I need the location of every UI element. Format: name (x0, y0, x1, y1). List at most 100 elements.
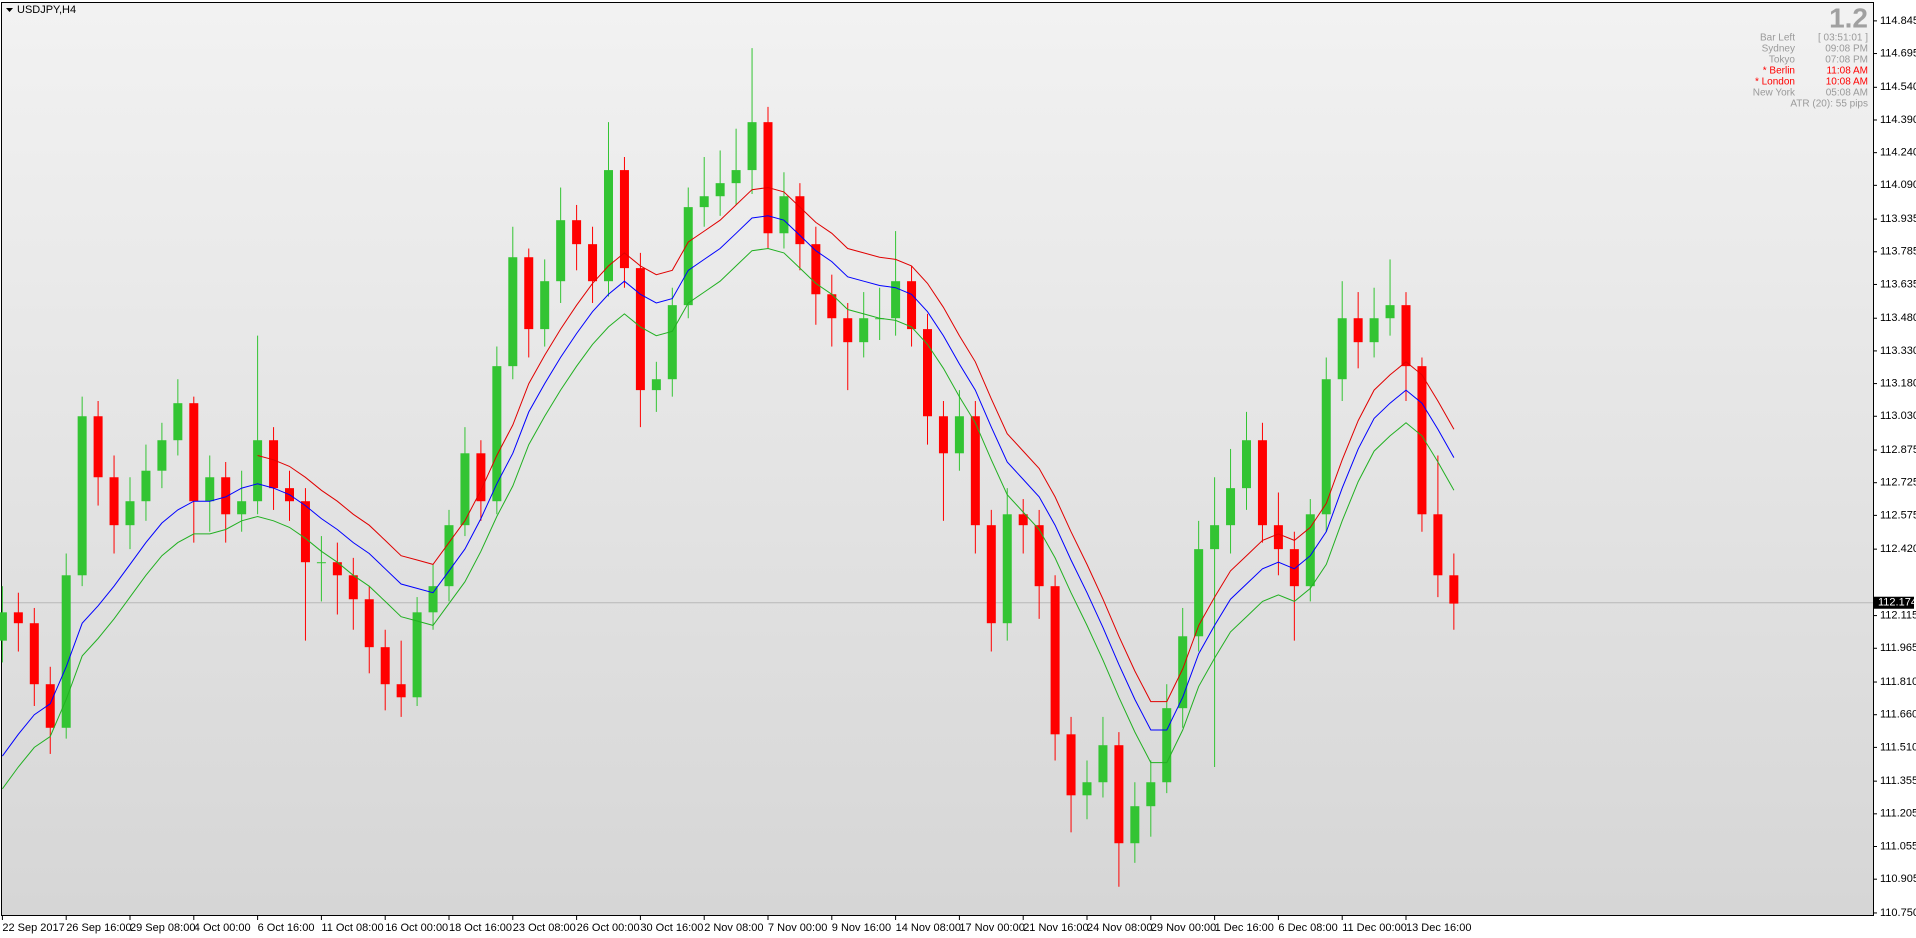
info-row-label: Sydney (1762, 44, 1795, 55)
candle-body (1273, 525, 1283, 550)
candle-body (253, 440, 263, 502)
symbol-title: USDJPY,H4 (17, 4, 76, 16)
y-tick-label: 111.055 (1880, 840, 1916, 852)
candle-body (795, 196, 805, 245)
x-tick-label: 21 Nov 16:00 (1023, 922, 1088, 934)
candle-body (93, 416, 103, 478)
candle-body (859, 318, 869, 343)
y-tick-label: 110.750 (1880, 907, 1916, 919)
x-tick-label: 16 Oct 00:00 (385, 922, 448, 934)
y-tick-label: 112.875 (1880, 444, 1916, 456)
info-row-label: Tokyo (1769, 55, 1796, 66)
y-tick-label: 111.660 (1880, 709, 1916, 721)
info-row-value: 05:08 AM (1826, 88, 1868, 99)
x-tick-label: 26 Oct 00:00 (577, 922, 640, 934)
candle-body (316, 562, 326, 564)
candle-body (61, 575, 71, 728)
candle-body (683, 207, 693, 306)
indicator-line (257, 186, 1455, 703)
x-tick-label: 11 Oct 08:00 (321, 922, 383, 934)
candle-body (45, 684, 55, 728)
candle-body (29, 623, 39, 685)
candle-body (651, 379, 661, 391)
x-tick-label: 30 Oct 16:00 (640, 922, 703, 934)
plot-area (1, 2, 1874, 916)
candle-body (348, 575, 358, 600)
y-tick-label: 112.575 (1880, 509, 1916, 521)
info-row-value: 10:08 AM (1826, 77, 1868, 88)
candle-body (364, 599, 374, 648)
candle-body (779, 196, 789, 234)
candle-body (1242, 440, 1251, 489)
x-tick-label: 9 Nov 16:00 (832, 922, 891, 934)
candle-body (0, 612, 7, 641)
candle-body (1369, 318, 1379, 343)
symbol-menu-icon[interactable] (6, 8, 13, 12)
info-row-label: Bar Left (1760, 33, 1795, 44)
y-tick-label: 114.090 (1880, 179, 1916, 191)
candle-body (556, 220, 566, 282)
candle-body (460, 453, 470, 526)
candle-body (492, 366, 502, 502)
candle-body (1449, 575, 1459, 604)
y-tick-label: 113.635 (1880, 278, 1916, 290)
candle-body (1050, 586, 1060, 735)
candle-body (1353, 318, 1363, 343)
x-tick-label: 24 Nov 08:00 (1087, 922, 1152, 934)
x-tick-label: 23 Oct 08:00 (513, 922, 576, 934)
candle-body (1162, 708, 1172, 783)
x-tick-label: 13 Dec 16:00 (1406, 922, 1471, 934)
x-tick-label: 4 Oct 00:00 (194, 922, 251, 934)
candle-body (1066, 734, 1076, 796)
candle-body (1082, 782, 1092, 796)
y-tick-label: 113.785 (1880, 246, 1916, 258)
x-tick-label: 29 Nov 00:00 (1151, 922, 1216, 934)
x-tick-label: 11 Dec 00:00 (1342, 922, 1407, 934)
candle-body (954, 416, 964, 454)
x-tick-label: 26 Sep 16:00 (66, 922, 131, 934)
candle-body (1401, 305, 1411, 367)
candle-body (1385, 305, 1395, 319)
candle-body (1130, 806, 1140, 844)
current-price-box (1874, 596, 1914, 609)
candle-body (540, 281, 550, 330)
candle-body (1018, 514, 1028, 526)
candle-body (1114, 745, 1124, 844)
candle-body (843, 318, 853, 343)
candle-body (938, 416, 948, 454)
candle-body (380, 647, 390, 685)
info-row-value: [ 03:51:01 ] (1818, 33, 1868, 44)
y-tick-label: 112.420 (1880, 543, 1916, 555)
candle-body (827, 294, 837, 319)
y-tick-label: 114.845 (1880, 15, 1916, 27)
candle-body (476, 453, 486, 502)
candle-body (604, 170, 613, 282)
indicator-line (1, 247, 1455, 790)
candle-body (141, 470, 151, 502)
candle-body (1305, 514, 1315, 587)
y-tick-label: 113.935 (1880, 213, 1916, 225)
y-tick-label: 113.180 (1880, 377, 1916, 389)
candle-body (508, 257, 518, 367)
candle-body (699, 196, 709, 208)
candle-body (1210, 525, 1220, 550)
candle-body (300, 501, 310, 563)
candle-body (1098, 745, 1108, 783)
candle-body (173, 403, 183, 441)
candle-body (667, 305, 677, 380)
candle-body (1178, 636, 1188, 709)
y-tick-label: 111.965 (1880, 642, 1916, 654)
candle-body (109, 477, 119, 526)
info-row-label: New York (1753, 88, 1796, 99)
info-atr: ATR (20): 55 pips (1790, 99, 1868, 110)
y-tick-label: 113.030 (1880, 410, 1916, 422)
candle-body (205, 477, 215, 502)
x-tick-label: 6 Dec 08:00 (1278, 922, 1337, 934)
info-row-label: * Berlin (1763, 66, 1795, 77)
candle-body (237, 501, 247, 515)
x-tick-label: 29 Sep 08:00 (130, 922, 195, 934)
y-tick-label: 114.240 (1880, 147, 1916, 159)
y-tick-label: 113.330 (1880, 345, 1916, 357)
